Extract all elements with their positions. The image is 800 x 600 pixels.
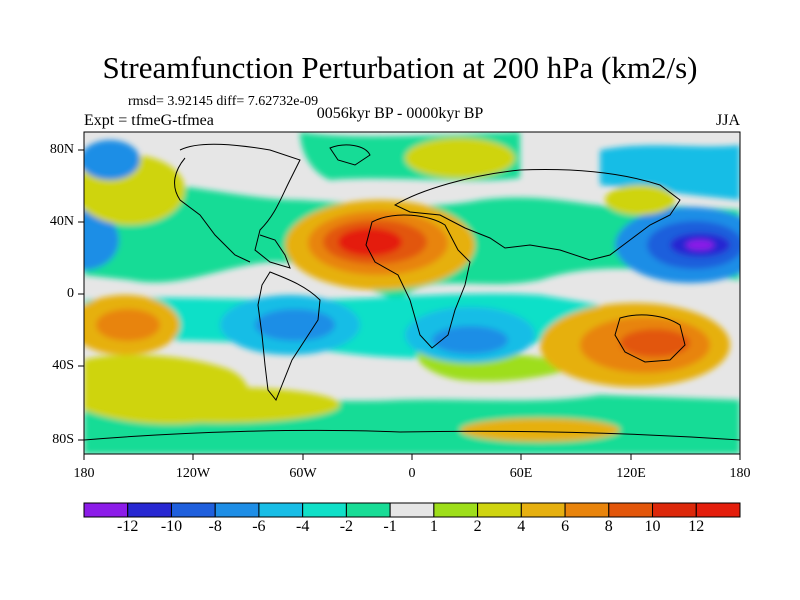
greenland	[329, 144, 371, 166]
eurasia-high	[405, 138, 515, 178]
colorbar-label: -4	[296, 518, 310, 535]
lat-label-80s: 80S	[52, 432, 74, 447]
colorbar-box	[520, 502, 566, 518]
coastlines	[84, 143, 740, 441]
lat-label-40s: 40S	[52, 358, 74, 373]
colorbar-label: 6	[561, 518, 570, 535]
colorbar-label: -12	[117, 518, 139, 535]
period-label: 0056kyr BP - 0000kyr BP	[316, 105, 484, 122]
lon-label-180w: 180	[73, 466, 95, 481]
bering-low	[84, 140, 140, 180]
north-america-west	[174, 157, 251, 263]
axis-ticks	[78, 149, 741, 460]
rmsd-stats: rmsd= 3.92145 diff= 7.62732e-09	[128, 94, 319, 109]
colorbar-label: 12	[688, 518, 705, 535]
lon-label-120w: 120W	[175, 466, 211, 481]
pacific-low-peak	[686, 240, 714, 250]
colorbar-label: -2	[339, 518, 354, 535]
experiment-label: Expt = tfmeG-tfmea	[84, 112, 214, 129]
colorbar-label: -10	[160, 518, 183, 535]
colorbar-box	[83, 502, 129, 518]
colorbar-box	[302, 502, 347, 518]
lon-label-180e: 180	[729, 466, 751, 481]
colorbar-label: -6	[252, 518, 266, 535]
colorbar-box	[608, 502, 654, 518]
colorbar-box	[433, 502, 479, 518]
colorbar-box	[477, 502, 522, 518]
colorbar-box	[170, 502, 216, 518]
south-america	[257, 271, 321, 401]
lat-label-40n: 40N	[49, 214, 74, 229]
north-america-coast	[179, 143, 301, 269]
antarctica	[84, 429, 740, 441]
lon-label-0: 0	[408, 466, 416, 481]
colorbar-label: 2	[473, 518, 482, 535]
atlantic-high-core	[338, 228, 402, 256]
africa-low-core	[432, 326, 508, 354]
colorbar-box	[127, 502, 172, 518]
colorbar-box	[564, 502, 610, 518]
colorbar-label: -8	[208, 518, 222, 535]
chart-title: Streamfunction Perturbation at 200 hPa (…	[102, 50, 698, 85]
australia-high-core	[620, 329, 690, 357]
colorbar-box	[695, 502, 741, 518]
colorbar-label: 8	[604, 518, 613, 535]
colorbar-box	[345, 502, 391, 518]
colorbar-box	[214, 502, 260, 518]
lon-label-60e: 60E	[509, 466, 533, 481]
season-label: JJA	[716, 112, 741, 129]
colorbar-box	[652, 502, 697, 518]
dateline-low	[84, 210, 119, 270]
colorbar-label: 10	[644, 518, 661, 535]
colorbar-label: 1	[429, 518, 438, 535]
colorbar	[83, 502, 741, 518]
eurasia	[393, 169, 681, 261]
colorbar-label: 4	[517, 518, 526, 535]
colorbar-box	[389, 502, 435, 518]
south-atlantic-low-core	[255, 309, 335, 341]
lon-label-60w: 60W	[289, 466, 317, 481]
contour-fill	[84, 132, 740, 454]
southern-ocean-high	[100, 387, 340, 423]
lat-label-eq: 0	[67, 286, 74, 301]
australia	[614, 314, 686, 363]
antarctic-high	[460, 418, 620, 442]
colorbar-label: -1	[383, 518, 397, 535]
lat-label-80n: 80N	[49, 142, 74, 157]
africa	[365, 214, 471, 349]
lon-label-120e: 120E	[616, 466, 646, 481]
east-asia-high	[605, 185, 675, 215]
colorbar-box	[258, 502, 304, 518]
south-pacific-high-core	[96, 309, 160, 341]
